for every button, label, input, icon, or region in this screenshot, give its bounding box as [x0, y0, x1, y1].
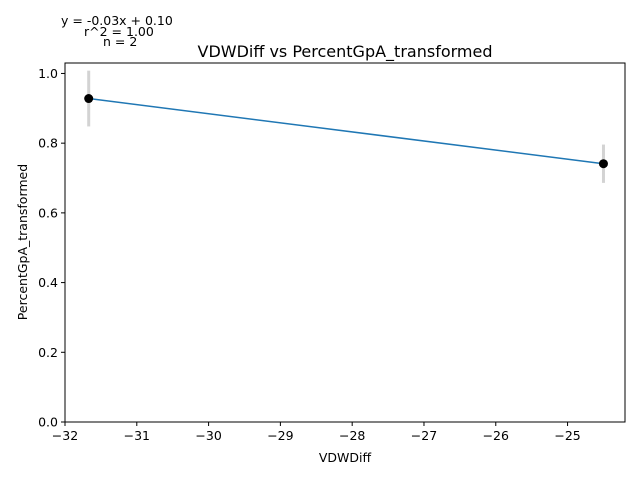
- y-tick-label: 0.2: [38, 345, 58, 360]
- plot-area: [84, 70, 608, 183]
- y-axis-label: PercentGpA_transformed: [15, 164, 30, 320]
- y-tick-label: 0.0: [38, 415, 58, 430]
- x-tick-label: −26: [483, 428, 509, 443]
- x-tick-label: −30: [195, 428, 221, 443]
- x-tick-label: −32: [52, 428, 78, 443]
- y-tick-label: 0.6: [38, 205, 58, 220]
- y-tick-label: 1.0: [38, 66, 58, 81]
- fit-line: [88, 97, 604, 165]
- x-tick-label: −31: [124, 428, 150, 443]
- x-tick-label: −28: [339, 428, 365, 443]
- data-point: [598, 159, 608, 169]
- chart-title: VDWDiff vs PercentGpA_transformed: [198, 42, 493, 62]
- y-tick-label: 0.4: [38, 275, 58, 290]
- y-tick-label: 0.8: [38, 136, 58, 151]
- data-point: [84, 94, 94, 104]
- axes-frame: [64, 62, 626, 423]
- y-axis: 0.0 0.2 0.4 0.6 0.8 1.0: [38, 66, 65, 430]
- x-axis-label: VDWDiff: [319, 450, 372, 465]
- n-annotation: n = 2: [103, 34, 138, 49]
- x-tick-label: −29: [267, 428, 293, 443]
- r-squared-annotation: r^2 = 1.00: [84, 24, 154, 39]
- x-tick-label: −25: [554, 428, 580, 443]
- equation-annotation: y = -0.03x + 0.10: [61, 13, 173, 28]
- x-tick-label: −27: [411, 428, 437, 443]
- x-axis: −32 −31 −30 −29 −28 −27 −26 −25: [52, 422, 581, 443]
